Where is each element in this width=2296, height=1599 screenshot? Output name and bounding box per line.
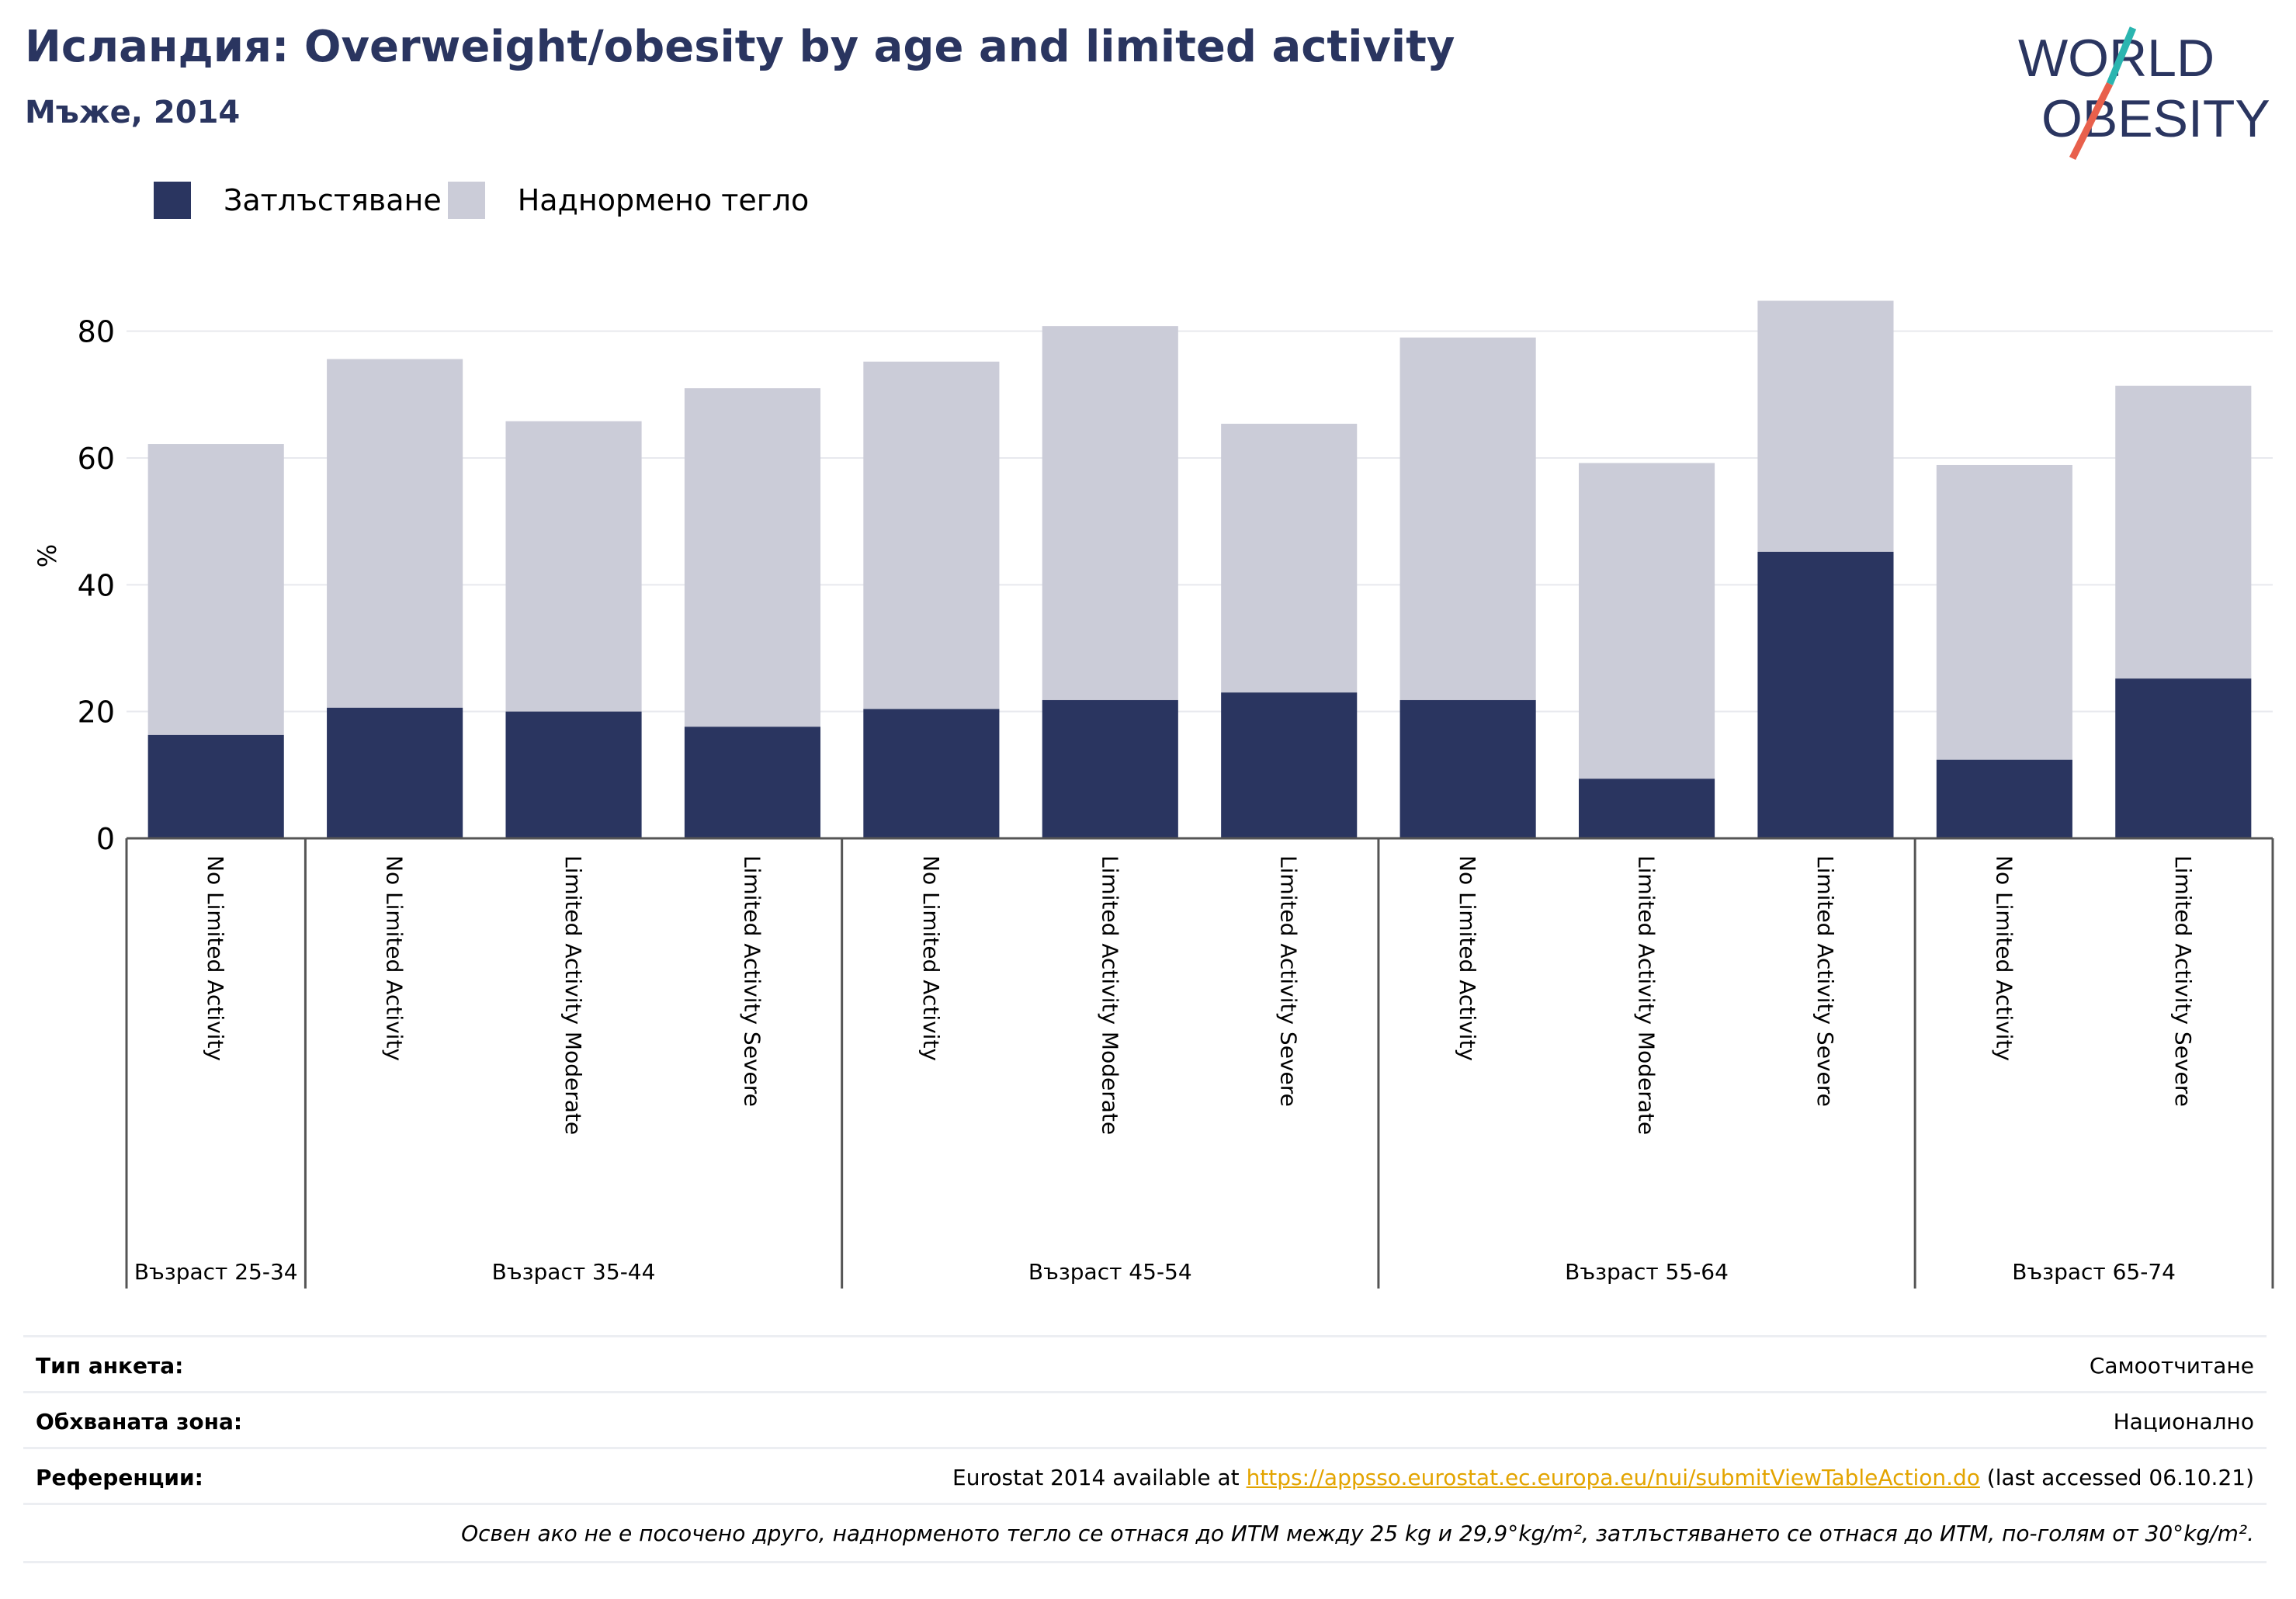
x-group-label: Възраст 35-44	[492, 1259, 656, 1285]
references-value: Eurostat 2014 available at https://appss…	[952, 1465, 2267, 1490]
x-group-label: Възраст 65-74	[2012, 1259, 2176, 1285]
x-category-label: No Limited Activity	[382, 855, 408, 1061]
y-tick-label: 60	[78, 442, 115, 476]
references-label: Референции:	[36, 1464, 203, 1490]
x-category-label: Limited Activity Moderate	[560, 855, 586, 1135]
bar-overweight	[1399, 337, 1536, 700]
meta-row-coverage: Обхваната зона: Национално	[23, 1391, 2267, 1449]
page-subtitle: Мъже, 2014	[25, 95, 241, 130]
world-obesity-logo: WORLD OBESITY	[2018, 26, 2270, 161]
bar-overweight	[1936, 464, 2072, 760]
bar-overweight	[2115, 385, 2252, 679]
meta-row-note: Освен ако не е посочено друго, наднормен…	[23, 1503, 2267, 1563]
bar-obesity	[1399, 699, 1536, 838]
x-category-label: Limited Activity Severe	[1812, 855, 1838, 1107]
x-category-label: No Limited Activity	[918, 855, 944, 1061]
references-prefix: Eurostat 2014 available at	[952, 1464, 1247, 1490]
coverage-label: Обхваната зона:	[36, 1408, 243, 1434]
x-category-label: Limited Activity Severe	[2170, 855, 2196, 1107]
x-group-label: Възраст 45-54	[1028, 1259, 1192, 1285]
legend-item-obesity[interactable]: Затлъстяване	[154, 182, 442, 219]
bar-obesity	[1221, 692, 1358, 838]
x-category-label: No Limited Activity	[203, 855, 228, 1061]
chart-legend: Затлъстяване Наднормено тегло	[154, 179, 829, 222]
x-group-label: Възраст 25-34	[134, 1259, 298, 1285]
references-link[interactable]: https://appsso.eurostat.ec.europa.eu/nui…	[1246, 1464, 1980, 1490]
bar-overweight	[1578, 463, 1715, 779]
survey-type-label: Тип анкета:	[36, 1352, 184, 1379]
legend-swatch-overweight	[447, 182, 485, 219]
bar-overweight	[147, 444, 284, 735]
bar-overweight	[327, 359, 463, 708]
bar-obesity	[2115, 678, 2252, 838]
meta-row-references: Референции: Eurostat 2014 available at h…	[23, 1447, 2267, 1505]
bar-overweight	[505, 421, 642, 712]
coverage-value: Национално	[2113, 1408, 2254, 1434]
x-category-label: No Limited Activity	[1991, 855, 2017, 1061]
bar-overweight	[863, 361, 1000, 709]
survey-type-value: Самоотчитане	[2089, 1352, 2254, 1379]
bar-obesity	[1578, 779, 1715, 838]
bar-obesity	[1042, 699, 1178, 838]
logo-text-world: WORLD	[2018, 29, 2214, 88]
bar-overweight	[1757, 300, 1894, 552]
logo-slash-red	[2069, 82, 2114, 161]
legend-item-overweight[interactable]: Наднормено тегло	[447, 182, 810, 219]
bar-obesity	[684, 727, 821, 838]
legend-label-obesity: Затлъстяване	[224, 183, 442, 217]
bar-obesity	[863, 709, 1000, 838]
references-suffix: (last accessed 06.10.21)	[1979, 1464, 2254, 1490]
bar-overweight	[1221, 423, 1358, 693]
x-category-label: No Limited Activity	[1455, 855, 1480, 1061]
bar-obesity	[1936, 759, 2072, 838]
y-tick-label: 40	[78, 568, 115, 602]
legend-swatch-obesity	[154, 182, 191, 219]
bar-overweight	[1042, 326, 1178, 700]
x-category-label: Limited Activity Severe	[739, 855, 765, 1107]
x-group-label: Възраст 55-64	[1565, 1259, 1729, 1285]
bar-obesity	[505, 711, 642, 838]
stacked-bar-chart: 0 20 40 60 80% No Limited Activity No Limited …	[33, 300, 2274, 1289]
y-tick-label: 0	[96, 822, 115, 856]
bar-overweight	[684, 388, 821, 727]
y-tick-label: 20	[78, 695, 115, 730]
definition-note: Освен ако не е посочено друго, наднормен…	[461, 1520, 2254, 1546]
page-title: Исландия: Overweight/obesity by age and …	[25, 22, 1455, 72]
y-tick-label: 80	[78, 315, 115, 349]
meta-row-survey-type: Тип анкета: Самоотчитане	[23, 1335, 2267, 1393]
bar-obesity	[147, 734, 284, 838]
x-category-label: Limited Activity Moderate	[1634, 855, 1660, 1135]
legend-label-overweight: Наднормено тегло	[517, 183, 810, 217]
bar-obesity	[327, 707, 463, 838]
y-axis-label: %	[33, 544, 62, 567]
bar-obesity	[1757, 551, 1894, 838]
x-category-label: Limited Activity Moderate	[1097, 855, 1122, 1135]
logo-slash-teal	[2106, 26, 2137, 85]
x-category-label: Limited Activity Severe	[1276, 855, 1302, 1107]
